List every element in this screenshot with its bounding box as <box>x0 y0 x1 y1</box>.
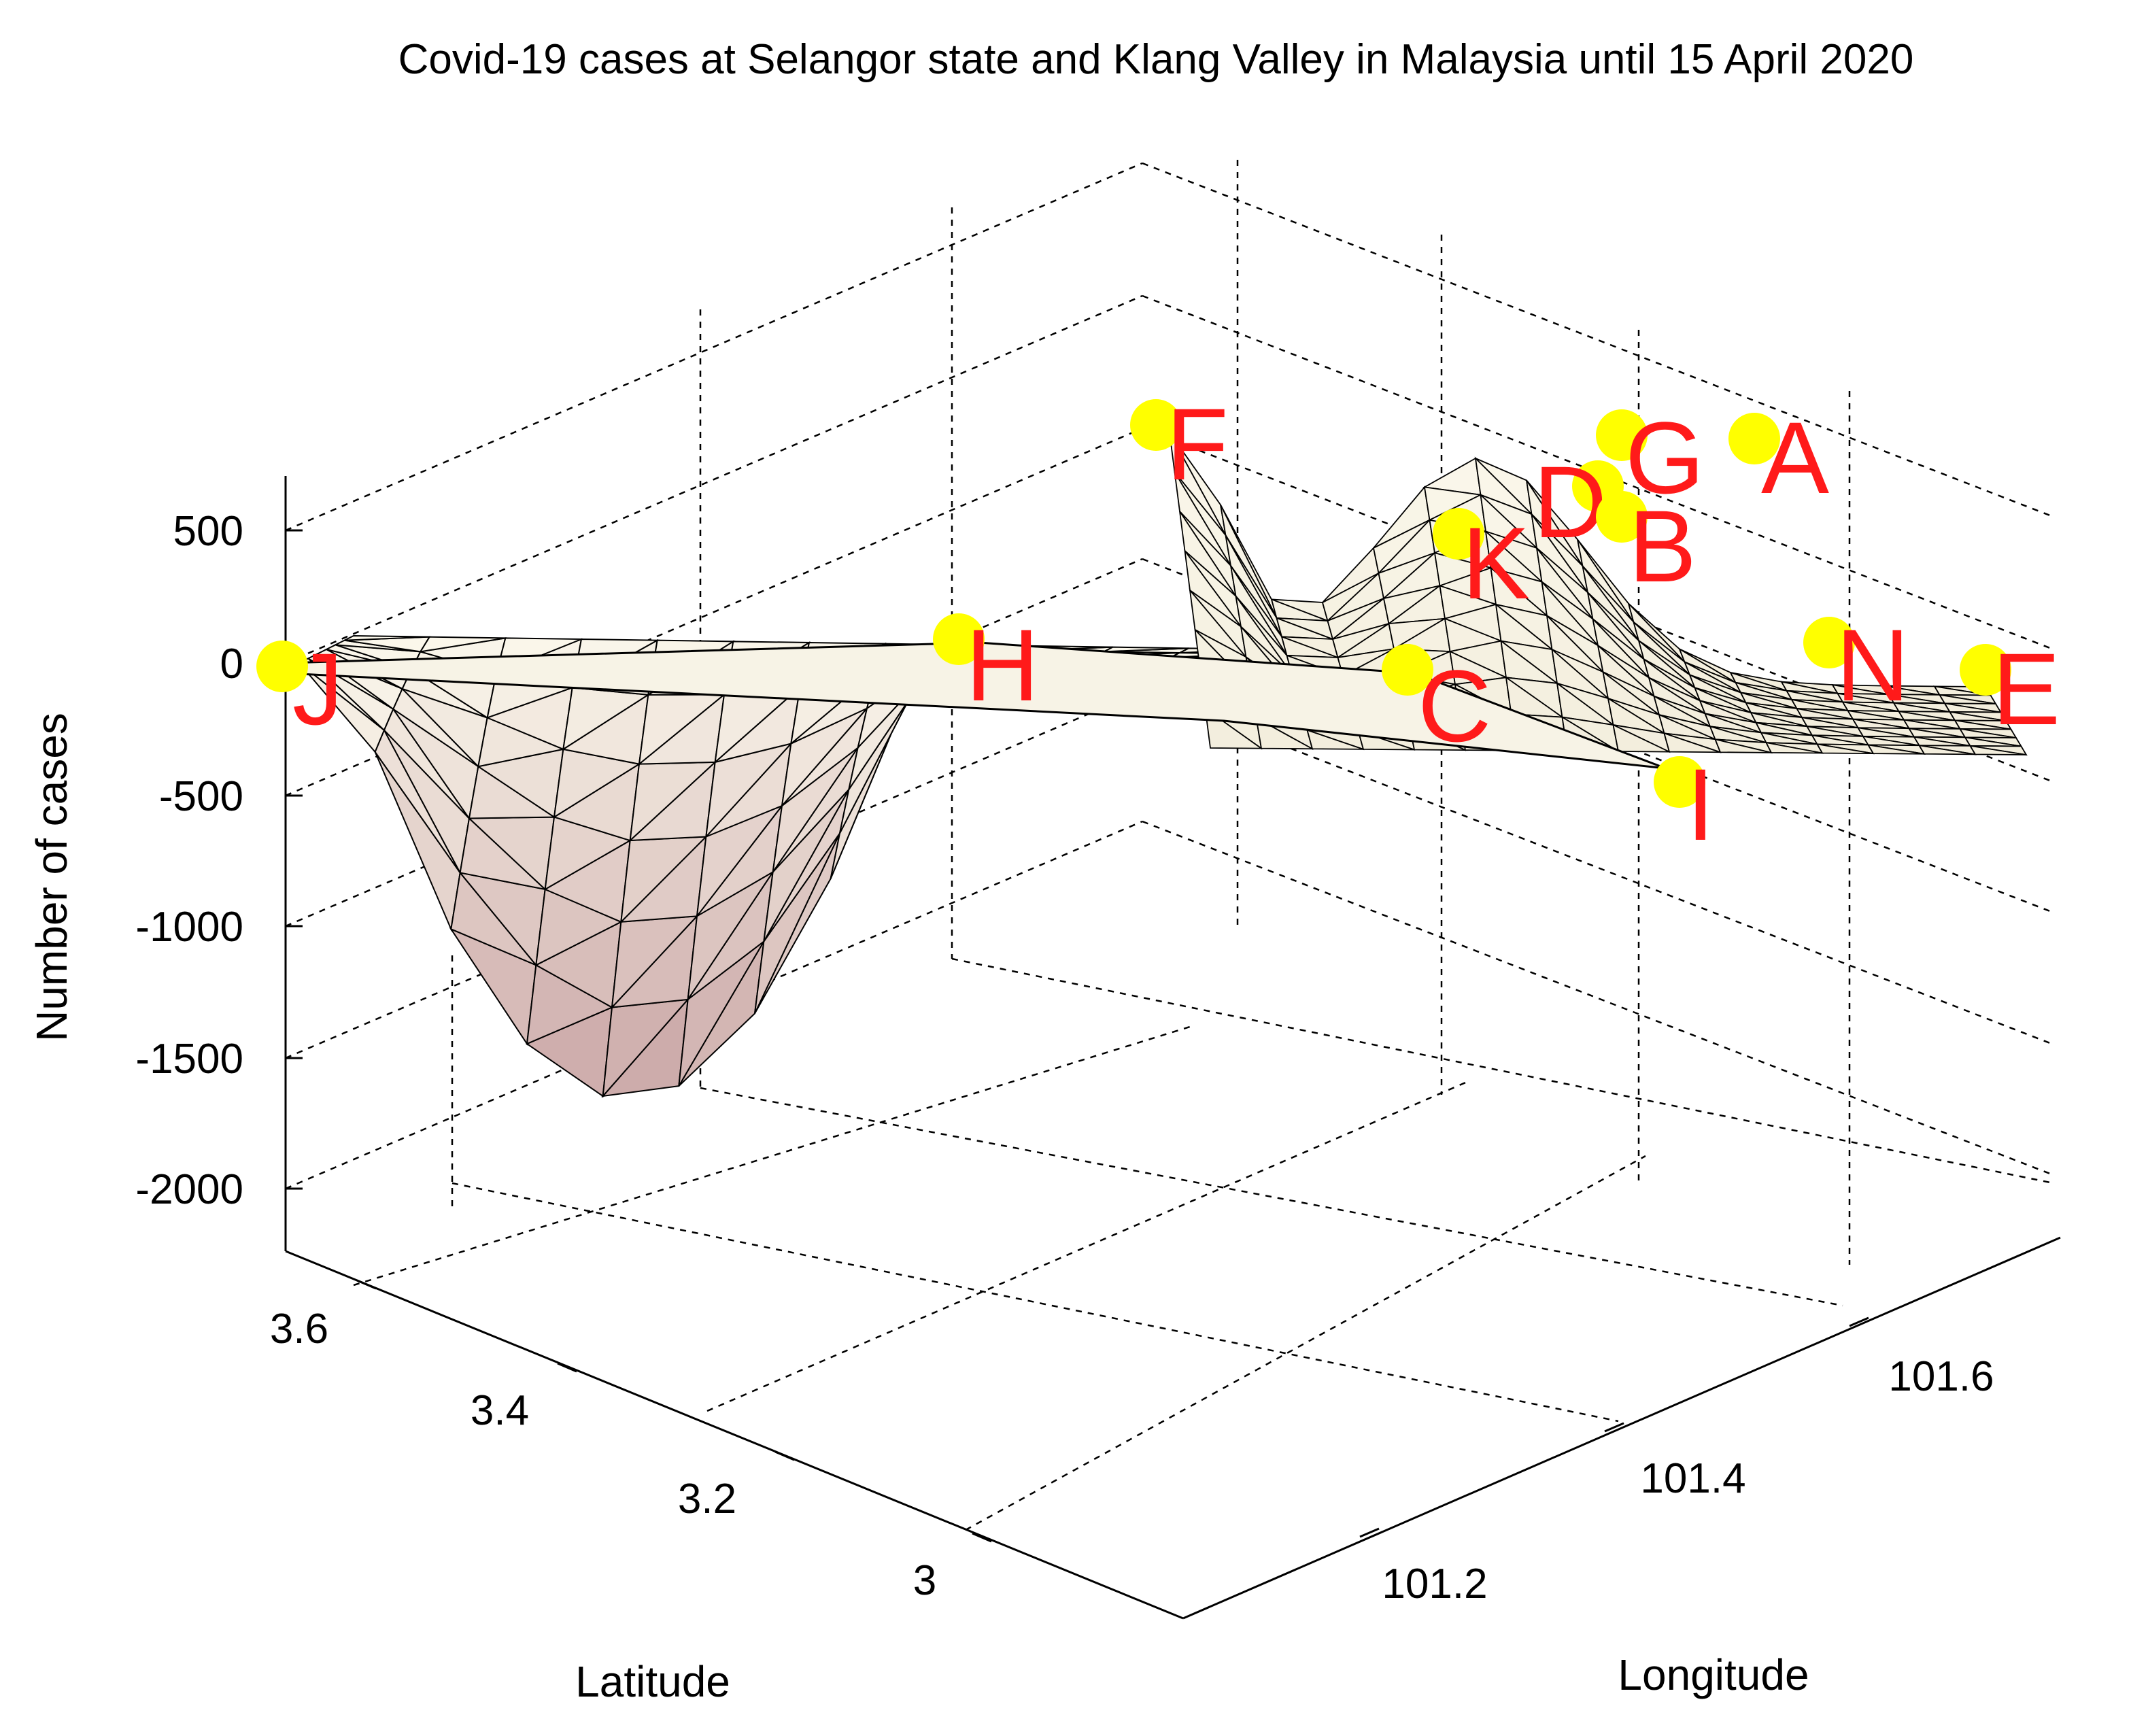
site-marker-a <box>1728 413 1780 464</box>
chart-title: Covid-19 cases at Selangor state and Kla… <box>398 36 1914 83</box>
site-marker-j <box>256 641 308 692</box>
site-label-g: G <box>1625 401 1705 515</box>
grid-line <box>1142 820 2054 1176</box>
y-tick-mark <box>1849 1316 1869 1327</box>
y-tick-label: 101.6 <box>1888 1353 1994 1400</box>
z-tick-label: 0 <box>220 641 243 687</box>
site-label-h: H <box>966 608 1039 722</box>
y-tick-label: 101.2 <box>1382 1561 1487 1607</box>
x-tick-mark <box>774 1450 795 1461</box>
site-marker-b <box>1596 491 1648 543</box>
y-axis-line <box>1182 1236 2061 1620</box>
x-tick-mark <box>356 1279 377 1290</box>
site-markers: J H F KD GBA C N E I <box>256 387 2060 862</box>
grid-line <box>1142 162 2054 518</box>
surface-facet <box>1815 743 1874 755</box>
x-tick-label: 3 <box>913 1557 936 1604</box>
site-label-j: J <box>292 632 343 746</box>
y-tick-label: 101.4 <box>1640 1455 1745 1502</box>
surface-facet <box>1663 732 1721 753</box>
surface-facet <box>1917 745 1976 755</box>
x-tick-label: 3.4 <box>471 1387 529 1434</box>
axes: 500 0 -500 -1000 -1500 -2000 3.6 3.4 3.2 3 101.2 10… <box>135 476 2061 1620</box>
y-axis-label: Longitude <box>1618 1650 1809 1699</box>
z-tick-label: -500 <box>159 773 243 820</box>
surface-facet <box>1103 646 1189 653</box>
site-marker-e <box>1960 644 2011 696</box>
x-axis-line <box>285 1250 1184 1620</box>
x-tick-mark <box>557 1362 577 1373</box>
site-label-b: B <box>1629 489 1697 603</box>
grid-line <box>285 162 1143 532</box>
site-label-d: D <box>1533 445 1607 559</box>
site-label-n: N <box>1836 608 1909 722</box>
floor-grid-line <box>700 1087 1843 1307</box>
surface-facet <box>344 634 430 641</box>
floor-grid-line <box>706 1080 1469 1412</box>
site-label-a: A <box>1761 401 1829 515</box>
grid-line <box>1142 690 2054 1046</box>
grid-line <box>285 427 1143 797</box>
site-label-f: F <box>1166 387 1229 501</box>
floor-grid-line <box>965 1155 1646 1531</box>
z-tick-label: -1000 <box>135 904 243 951</box>
site-marker-h <box>933 613 985 665</box>
floor-grid-line <box>353 1025 1191 1287</box>
floor-grid-line <box>951 957 2054 1185</box>
site-label-c: C <box>1418 649 1491 763</box>
site-marker-f <box>1130 399 1182 451</box>
surface-mesh <box>284 432 2028 1098</box>
surface-facet <box>1866 744 1925 755</box>
site-label-e: E <box>1992 632 2060 746</box>
site-marker-i <box>1654 756 1705 808</box>
site-marker-k <box>1433 508 1484 560</box>
x-axis-label: Latitude <box>575 1657 730 1706</box>
surface-facet <box>1765 741 1823 754</box>
y-tick-mark <box>1359 1527 1380 1538</box>
x-tick-mark <box>972 1532 992 1543</box>
z-axis-label: Number of cases <box>27 713 76 1042</box>
site-label-k: K <box>1462 506 1530 620</box>
grid-line <box>1142 294 2054 651</box>
site-marker-g <box>1596 409 1648 461</box>
x-tick-label: 3.2 <box>678 1476 736 1522</box>
surface-facet <box>419 636 506 653</box>
y-tick-mark <box>1604 1422 1624 1433</box>
site-marker-c <box>1382 644 1433 696</box>
floor-grid-line <box>451 1182 1619 1423</box>
surface-facet <box>1612 724 1670 753</box>
site-marker-n <box>1803 617 1855 668</box>
grid-line <box>285 294 1143 664</box>
site-label-i: I <box>1686 747 1715 862</box>
surface-facet <box>1306 729 1364 750</box>
surface-facet <box>1714 738 1772 753</box>
z-tick-label: -2000 <box>135 1166 243 1213</box>
x-tick-label: 3.6 <box>270 1306 328 1352</box>
z-tick-label: 500 <box>173 508 243 555</box>
grid-line <box>1142 427 2054 783</box>
z-tick-label: -1500 <box>135 1036 243 1083</box>
surface-facet <box>1968 745 2027 755</box>
